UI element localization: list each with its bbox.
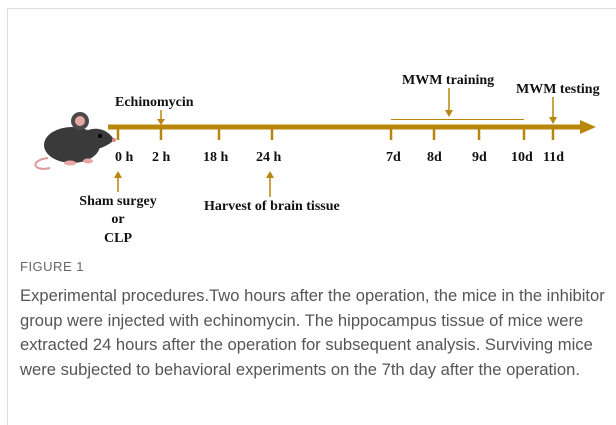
timeline-arrowhead bbox=[580, 120, 596, 134]
tick-label: 2 h bbox=[152, 150, 171, 165]
caption-label: FIGURE 1 bbox=[20, 259, 84, 274]
mouse-icon bbox=[34, 112, 116, 170]
tick-marks bbox=[116, 127, 555, 140]
tick-label: 7d bbox=[386, 150, 401, 165]
tick-label: 0 h bbox=[115, 150, 134, 165]
caption-text: Experimental procedures.Two hours after … bbox=[20, 286, 605, 379]
event-label: or bbox=[111, 212, 124, 227]
tick-label: 24 h bbox=[256, 150, 282, 165]
event-label: CLP bbox=[104, 231, 132, 246]
tick-label: 8d bbox=[427, 150, 442, 165]
event-label: MWM testing bbox=[516, 82, 600, 97]
tick-label: 11d bbox=[543, 150, 564, 165]
event-label: Sham surgey bbox=[79, 194, 156, 209]
event-label: MWM training bbox=[402, 73, 494, 88]
event-label: Echinomycin bbox=[115, 95, 194, 110]
tick-label: 9d bbox=[472, 150, 487, 165]
tick-label: 18 h bbox=[203, 150, 229, 165]
event-arrows bbox=[114, 88, 557, 197]
tick-label: 10d bbox=[511, 150, 533, 165]
event-label: Harvest of brain tissue bbox=[204, 199, 340, 214]
